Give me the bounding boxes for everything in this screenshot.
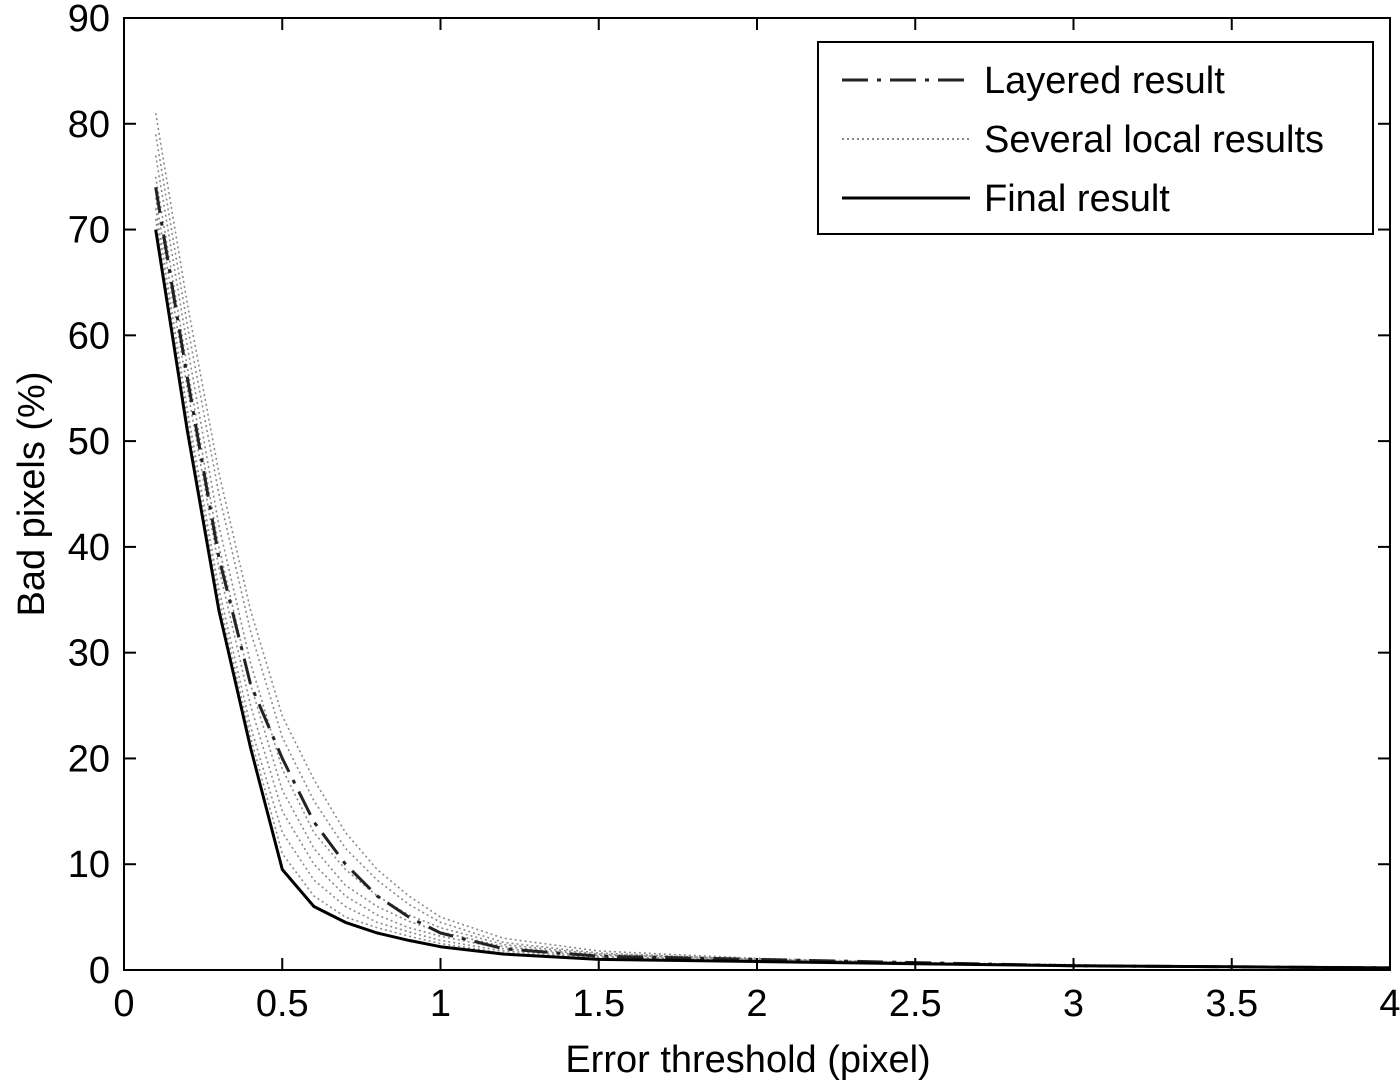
y-axis-label: Bad pixels (%) xyxy=(11,372,53,617)
y-tick-label: 70 xyxy=(68,210,110,252)
x-tick-label: 1.5 xyxy=(572,983,625,1025)
legend-label: Final result xyxy=(984,178,1170,220)
series-layer xyxy=(156,113,1390,968)
y-tick-label: 60 xyxy=(68,315,110,357)
series-solid xyxy=(156,230,1390,968)
y-tick-label: 90 xyxy=(68,0,110,40)
series-line-dotted-5 xyxy=(156,134,1390,968)
x-tick-label: 2 xyxy=(746,983,767,1025)
series-line-dashdot-0 xyxy=(156,187,1390,968)
y-tick-label: 80 xyxy=(68,104,110,146)
y-tick-label: 50 xyxy=(68,421,110,463)
series-line-solid-0 xyxy=(156,230,1390,968)
x-axis-label: Error threshold (pixel) xyxy=(565,1039,930,1081)
x-tick-label: 3 xyxy=(1063,983,1084,1025)
series-dashdot xyxy=(156,187,1390,968)
series-line-dotted-2 xyxy=(156,198,1390,968)
series-dotted xyxy=(156,113,1390,968)
series-line-dotted-0 xyxy=(156,219,1390,968)
y-tick-label: 0 xyxy=(89,950,110,992)
x-tick-label: 4 xyxy=(1379,983,1400,1025)
y-tick-label: 30 xyxy=(68,633,110,675)
x-tick-label: 1 xyxy=(430,983,451,1025)
x-tick-label: 3.5 xyxy=(1205,983,1258,1025)
series-line-dotted-3 xyxy=(156,177,1390,968)
legend: Layered result Several local results Final… xyxy=(818,42,1373,234)
y-tick-label: 20 xyxy=(68,738,110,780)
y-tick-label: 40 xyxy=(68,527,110,569)
x-tick-label: 2.5 xyxy=(889,983,942,1025)
legend-label: Layered result xyxy=(984,60,1225,102)
series-line-dotted-6 xyxy=(156,113,1390,968)
series-line-dotted-1 xyxy=(156,208,1390,968)
legend-label: Several local results xyxy=(984,119,1324,161)
series-line-dotted-4 xyxy=(156,156,1390,968)
y-tick-label: 10 xyxy=(68,844,110,886)
x-tick-label: 0 xyxy=(113,983,134,1025)
x-tick-label: 0.5 xyxy=(256,983,309,1025)
